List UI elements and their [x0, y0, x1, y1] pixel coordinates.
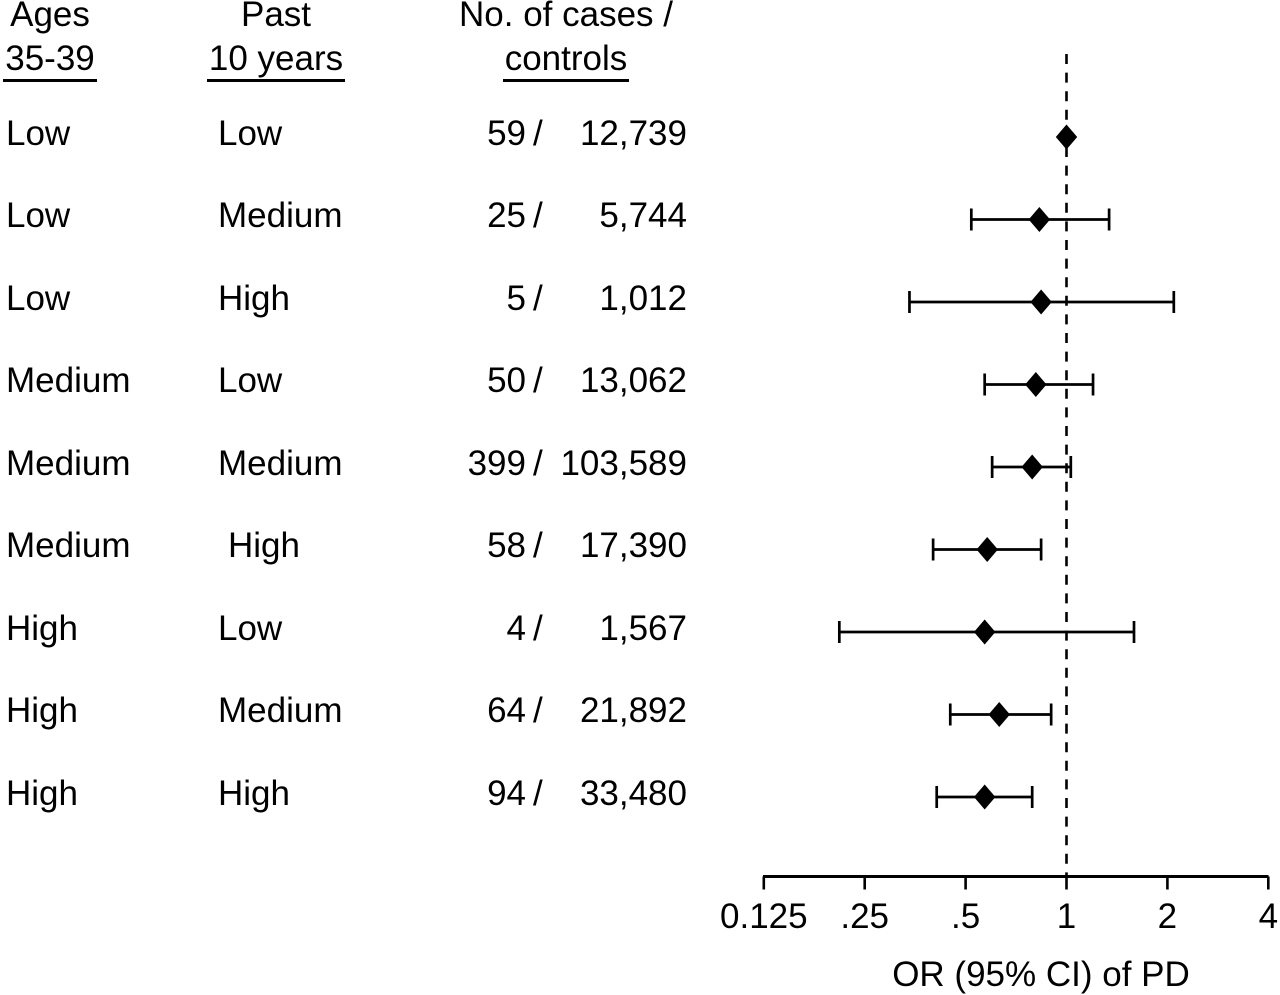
- or-diamond: [976, 537, 998, 562]
- x-tick-label: 4: [1258, 897, 1279, 936]
- header-ages-line2: 35-39: [3, 38, 97, 82]
- row-past-label: High: [228, 526, 300, 565]
- header-counts-line1: No. of cases /: [459, 0, 673, 34]
- table-row: Medium High 58/ 17,390: [0, 523, 760, 569]
- x-tick-label: 1: [1056, 897, 1077, 936]
- or-diamond: [988, 702, 1010, 727]
- x-tick-label: .5: [950, 897, 981, 936]
- header-ages-line1: Ages: [10, 0, 90, 34]
- row-cases-value: 5: [506, 278, 526, 318]
- row-cases-value: 59: [487, 113, 526, 153]
- row-separator: /: [533, 278, 543, 318]
- row-cases-value: 4: [506, 608, 526, 648]
- header-counts-line2: controls: [502, 38, 630, 82]
- table-row: High Low 4/ 1,567: [0, 606, 760, 652]
- row-age-label: High: [6, 773, 78, 813]
- or-diamond: [973, 784, 996, 810]
- row-cases-value: 25: [487, 196, 526, 235]
- row-age-label: High: [6, 608, 78, 648]
- row-controls-value: 12,739: [579, 113, 687, 153]
- row-past-label: High: [218, 773, 290, 813]
- header-past-line1: Past: [240, 0, 312, 34]
- row-past-label: High: [218, 278, 290, 318]
- or-diamond: [1028, 207, 1051, 232]
- x-tick-label: .25: [840, 897, 890, 936]
- or-diamond: [1021, 454, 1043, 480]
- x-tick-label: 2: [1157, 897, 1178, 936]
- row-age-label: High: [6, 691, 78, 730]
- row-separator: /: [533, 361, 543, 400]
- row-cases-value: 399: [467, 443, 526, 483]
- header-past-line2: 10 years: [206, 38, 346, 82]
- table-row: Medium Medium 399/ 103,589: [0, 441, 760, 487]
- column-header-cases-controls: No. of cases / controls: [416, 0, 716, 82]
- or-diamond: [1030, 289, 1052, 315]
- or-diamond: [1055, 124, 1078, 150]
- row-past-label: Medium: [218, 691, 343, 730]
- or-diamond: [1025, 372, 1047, 397]
- row-controls-value: 103,589: [560, 443, 687, 483]
- row-age-label: Low: [6, 278, 71, 318]
- row-separator: /: [533, 196, 543, 235]
- column-header-past-10-years: Past 10 years: [146, 0, 406, 82]
- row-cases-value: 58: [487, 526, 526, 565]
- x-tick-label: 0.125: [720, 897, 808, 936]
- table-row: Low Medium 25/ 5,744: [0, 193, 760, 239]
- x-axis-label: OR (95% CI) of PD: [892, 955, 1190, 994]
- row-controls-value: 1,012: [599, 278, 687, 318]
- row-age-label: Medium: [6, 526, 131, 565]
- row-controls-value: 21,892: [579, 691, 687, 730]
- table-row: Medium Low 50/ 13,062: [0, 358, 760, 404]
- row-separator: /: [533, 773, 543, 813]
- row-separator: /: [533, 113, 543, 153]
- row-cases-value: 64: [487, 691, 526, 730]
- row-controls-value: 17,390: [579, 526, 687, 565]
- row-past-label: Low: [218, 113, 283, 153]
- table-row: High Medium 64/ 21,892: [0, 688, 760, 734]
- row-past-label: Medium: [218, 196, 343, 235]
- row-controls-value: 33,480: [579, 773, 687, 813]
- row-controls-value: 1,567: [599, 608, 687, 648]
- column-header-ages: Ages 35-39: [0, 0, 100, 82]
- row-controls-value: 5,744: [599, 196, 687, 235]
- row-controls-value: 13,062: [579, 361, 687, 400]
- row-past-label: Medium: [218, 443, 343, 483]
- table-row: Low Low 59/ 12,739: [0, 111, 760, 157]
- row-past-label: Low: [218, 361, 283, 400]
- row-age-label: Low: [6, 113, 71, 153]
- row-age-label: Low: [6, 196, 71, 235]
- table-row: High High 94/ 33,480: [0, 771, 760, 817]
- or-diamond: [973, 619, 996, 645]
- table-row: Low High 5/ 1,012: [0, 276, 760, 322]
- row-separator: /: [533, 443, 543, 483]
- row-age-label: Medium: [6, 361, 131, 400]
- row-separator: /: [533, 691, 543, 730]
- row-cases-value: 94: [487, 773, 526, 813]
- row-separator: /: [533, 526, 543, 565]
- row-cases-value: 50: [487, 361, 526, 400]
- row-separator: /: [533, 608, 543, 648]
- row-past-label: Low: [218, 608, 283, 648]
- row-age-label: Medium: [6, 443, 131, 483]
